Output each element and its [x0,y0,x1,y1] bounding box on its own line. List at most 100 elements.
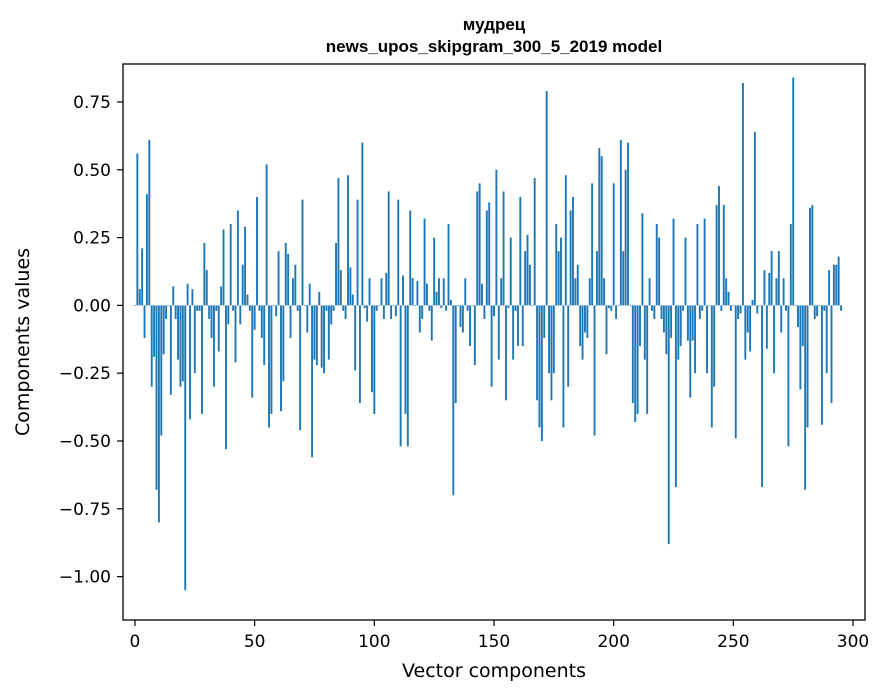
bar [330,305,333,325]
bar [423,218,426,306]
bar [442,278,445,306]
bar [720,305,723,311]
bar [390,305,393,319]
bar [667,305,670,545]
bar [339,270,342,306]
bar [153,305,156,357]
bar [576,264,579,306]
bar [696,224,699,306]
y-axis-label: Components values [12,248,34,436]
bar [703,218,706,306]
x-tick-label: 50 [244,632,266,652]
bar [718,186,720,306]
bar [572,196,574,306]
bar [808,207,811,306]
bar [234,305,237,363]
bar [335,243,337,306]
bar [378,305,381,306]
bar [820,305,823,425]
bar [222,229,225,306]
bar [660,305,663,319]
bar [730,305,732,311]
bar [248,305,251,311]
x-tick-label: 0 [130,632,141,652]
bar [272,305,275,306]
bar [447,224,450,306]
bar [205,270,208,306]
bar [591,183,594,306]
bar [291,278,294,306]
bar [186,283,189,306]
bar [677,305,680,360]
bar [526,234,529,306]
bar [275,305,278,317]
bar [485,210,488,306]
bar [201,305,203,414]
bar [268,305,270,428]
bar [143,305,146,338]
bar [354,305,357,371]
bar [323,305,326,374]
bar [607,305,610,309]
bar [646,305,649,414]
bar [662,305,665,333]
bar [277,251,280,306]
bar [313,305,316,360]
bar [177,305,179,360]
bar [816,305,819,317]
bar [780,305,783,333]
bar [624,169,627,306]
bar [418,305,421,333]
bar [545,91,548,306]
bar [538,305,541,428]
bar [136,153,139,306]
x-axis-ticks: 0 50 100 150 200 250 300 [130,620,869,652]
bar [837,256,840,306]
y-tick-label: 0.00 [73,296,111,316]
bar [461,305,464,333]
bar [708,305,711,306]
bar [765,305,768,349]
bar [260,305,263,338]
bar [141,248,144,306]
bar [770,251,773,306]
bar [789,224,792,306]
bar [445,305,448,311]
bar [741,82,744,306]
bar [452,305,455,496]
bar [256,196,258,306]
bar [701,305,704,311]
bar [674,305,677,488]
bar [753,131,756,306]
bar [203,243,206,306]
bar [315,305,318,366]
bar [160,305,163,436]
bar [287,253,290,306]
bar [631,305,634,404]
bar [617,305,620,306]
bar [787,305,790,447]
bar [320,305,323,368]
bar [524,251,527,306]
bar [679,305,682,347]
bar [246,294,249,306]
bar [428,305,431,311]
bar [193,305,196,374]
bar [619,139,622,306]
bar [665,305,668,355]
x-axis-label: Vector components [402,660,586,682]
bar [426,283,428,306]
bar [270,305,273,414]
bar [567,305,570,387]
bar [641,213,644,306]
bar [734,305,737,439]
bar [682,305,685,311]
bar [502,191,505,306]
bar [773,305,775,374]
bar [387,191,390,306]
bar [593,305,596,436]
bar [560,237,562,306]
bar [351,294,354,306]
bar [217,305,220,352]
bar [337,177,340,306]
